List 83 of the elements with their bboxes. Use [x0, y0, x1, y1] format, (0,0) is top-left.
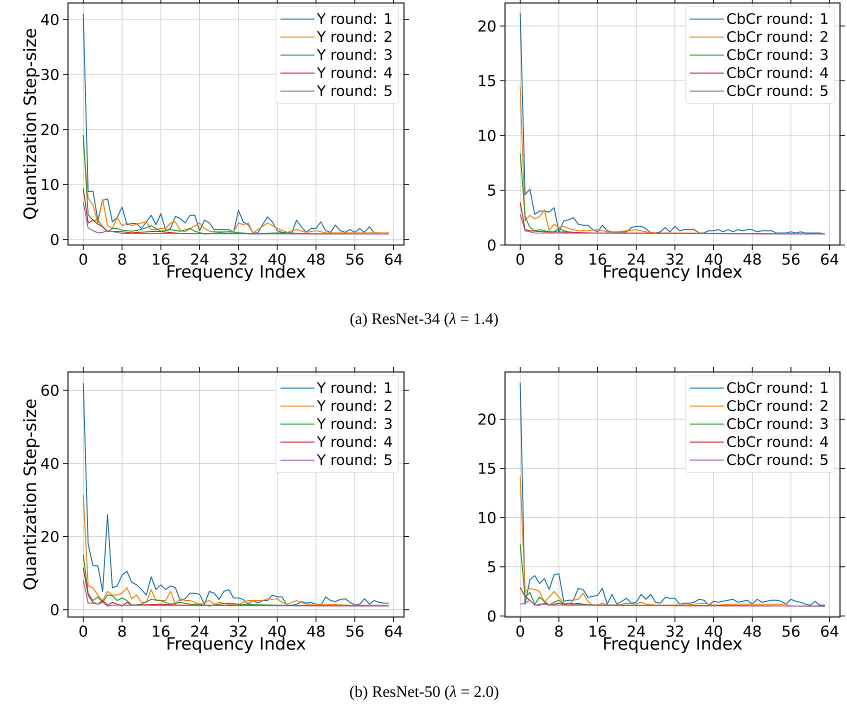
x-tick-label: 24: [628, 626, 645, 637]
x-tick-label: 0: [79, 626, 88, 637]
x-tick-label: 8: [118, 626, 126, 637]
x-tick-label: 56: [782, 626, 800, 637]
legend-label: Y round: 2: [316, 400, 392, 412]
y-tick-label: 60: [41, 384, 58, 396]
x-tick-label: 32: [666, 626, 683, 637]
y-tick-label: 5: [488, 184, 496, 196]
legend-label: Y round: 4: [316, 436, 392, 448]
y-tick-label: 30: [42, 68, 58, 80]
x-tick-label: 48: [743, 626, 761, 637]
y-tick-label: 20: [41, 530, 58, 542]
legend-label: CbCr round: 2: [727, 400, 828, 412]
x-tick-label: 64: [385, 626, 402, 637]
x-tick-label: 64: [821, 254, 838, 265]
y-tick-label: 15: [479, 75, 496, 86]
x-axis-title: Frequency Index: [168, 636, 306, 654]
legend-label: CbCr round: 5: [727, 84, 828, 96]
y-tick-label: 10: [42, 178, 58, 190]
y-tick-label: 5: [488, 561, 496, 572]
y-tick-label: 20: [478, 414, 496, 425]
x-tick-label: 0: [79, 254, 88, 265]
x-tick-label: 16: [590, 254, 606, 265]
y-tick-label: 15: [479, 462, 496, 474]
y-tick-label: 20: [41, 124, 58, 136]
x-tick-label: 56: [346, 626, 364, 637]
x-tick-label: 56: [346, 254, 364, 265]
y-tick-label: 0: [488, 610, 496, 622]
x-tick-label: 0: [516, 254, 524, 265]
x-axis-title: Frequency Index: [168, 264, 306, 282]
x-tick-label: 56: [782, 254, 800, 265]
x-tick-label: 48: [307, 254, 325, 265]
y-axis-title: Quantization Step-size: [23, 399, 40, 590]
legend-label: Y round: 2: [316, 30, 392, 42]
y-tick-label: 20: [478, 20, 496, 32]
x-tick-label: 40: [704, 626, 722, 637]
y-tick-label: 10: [479, 130, 496, 142]
x-tick-label: 40: [268, 626, 286, 637]
legend-label: CbCr round: 5: [727, 454, 828, 466]
y-tick-label: 40: [41, 458, 58, 470]
legend-label: Y round: 1: [316, 12, 392, 24]
text: (b) ResNet-50 (λ = 2.0): [350, 686, 498, 700]
legend-label: CbCr round: 4: [727, 66, 828, 78]
x-tick-label: 64: [385, 254, 402, 265]
y-tick-label: 40: [41, 14, 58, 26]
legend-label: Y round: 3: [316, 48, 392, 60]
y-tick-label: 0: [50, 604, 58, 616]
legend-label: Y round: 1: [316, 382, 392, 394]
legend-label: Y round: 3: [316, 418, 392, 430]
x-tick-label: 8: [555, 626, 563, 637]
x-tick-label: 0: [516, 626, 524, 637]
legend-label: Y round: 4: [316, 66, 392, 78]
y-axis-title: Quantization Step-size: [23, 28, 40, 219]
x-tick-label: 16: [152, 626, 170, 637]
x-tick-label: 8: [555, 254, 563, 265]
x-tick-label: 40: [704, 254, 722, 265]
x-axis-title: Frequency Index: [604, 636, 742, 654]
x-tick-label: 64: [821, 626, 838, 637]
legend-label: CbCr round: 1: [727, 382, 828, 394]
x-axis-title: Frequency Index: [604, 264, 742, 282]
y-tick-label: 0: [50, 234, 58, 246]
y-tick-label: 10: [479, 512, 496, 524]
x-tick-label: 48: [307, 626, 325, 637]
x-tick-label: 48: [743, 254, 761, 265]
x-tick-label: 24: [628, 254, 645, 265]
legend-label: CbCr round: 4: [727, 436, 828, 448]
text: (a) ResNet-34 (λ = 1.4): [350, 312, 498, 328]
x-tick-label: 32: [666, 254, 683, 265]
legend-label: CbCr round: 3: [727, 48, 828, 60]
x-tick-label: 32: [230, 254, 246, 265]
legend-label: CbCr round: 3: [727, 418, 828, 430]
x-tick-label: 16: [152, 254, 170, 265]
legend-label: CbCr round: 1: [727, 12, 828, 24]
x-tick-label: 24: [191, 254, 208, 265]
legend-label: Y round: 5: [316, 84, 392, 96]
y-tick-label: 0: [488, 239, 496, 251]
legend-label: Y round: 5: [316, 454, 392, 466]
legend-label: CbCr round: 2: [727, 30, 828, 42]
x-tick-label: 40: [268, 254, 286, 265]
x-tick-label: 32: [230, 626, 246, 637]
x-tick-label: 16: [590, 626, 606, 637]
x-tick-label: 24: [191, 626, 208, 637]
x-tick-label: 8: [118, 254, 126, 265]
